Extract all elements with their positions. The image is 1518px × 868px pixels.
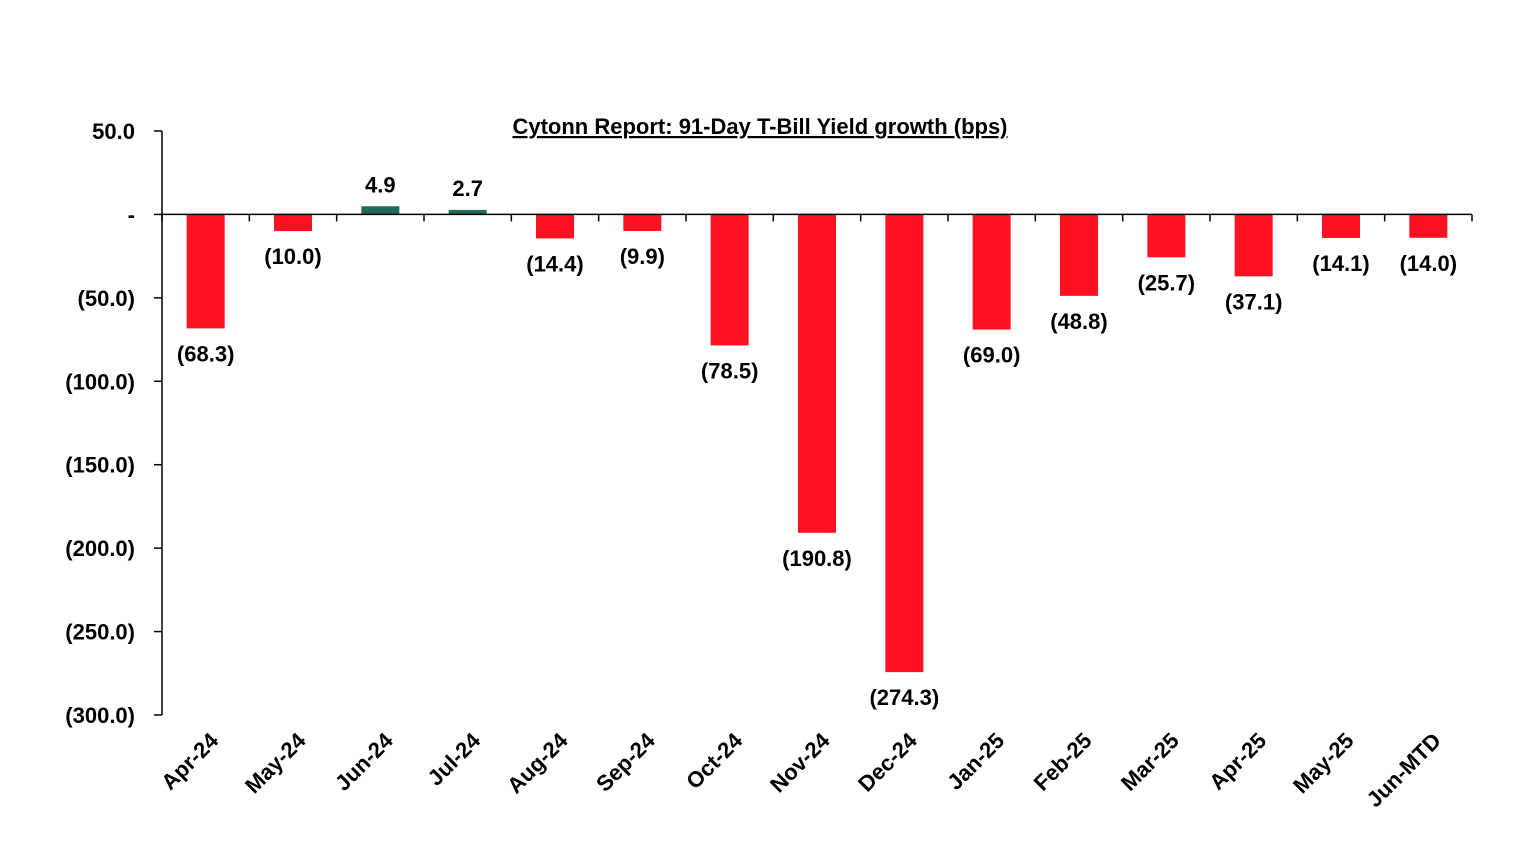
x-tick-label: May-25 bbox=[1288, 728, 1358, 798]
bar bbox=[972, 214, 1011, 330]
x-tick-label: Apr-24 bbox=[156, 727, 223, 794]
x-tick-label: Jan-25 bbox=[942, 728, 1009, 795]
y-tick-label: (100.0) bbox=[65, 369, 135, 394]
y-tick-label: - bbox=[128, 202, 135, 227]
bar bbox=[1409, 214, 1448, 238]
x-tick-label: Apr-25 bbox=[1204, 728, 1271, 795]
data-label: (190.8) bbox=[782, 546, 852, 571]
x-tick-label: Nov-24 bbox=[765, 727, 835, 797]
bar bbox=[186, 214, 225, 329]
data-labels: (68.3) (10.0) 4.9 2.7 (14.4) (9.9) (78.5) (190.… bbox=[177, 172, 1457, 710]
data-label: (274.3) bbox=[869, 685, 939, 710]
y-tick-label: (200.0) bbox=[65, 536, 135, 561]
y-tick-label: (250.0) bbox=[65, 620, 135, 645]
data-label: 2.7 bbox=[452, 176, 483, 201]
bars bbox=[186, 206, 1448, 673]
data-label: (48.8) bbox=[1050, 309, 1107, 334]
x-tick-label: May-24 bbox=[240, 727, 311, 798]
x-tick-label: Sep-24 bbox=[591, 727, 660, 796]
bar bbox=[1147, 214, 1186, 258]
bar bbox=[710, 214, 749, 346]
data-label: (9.9) bbox=[620, 244, 665, 269]
bar bbox=[448, 209, 487, 215]
bar bbox=[1060, 214, 1098, 296]
y-tick-label: (150.0) bbox=[65, 453, 135, 478]
bar bbox=[623, 214, 662, 231]
data-label: (14.1) bbox=[1312, 251, 1369, 276]
bar bbox=[536, 214, 574, 239]
bar bbox=[1234, 214, 1273, 277]
data-label: (37.1) bbox=[1225, 289, 1282, 314]
bar bbox=[361, 206, 400, 215]
bar bbox=[798, 214, 836, 533]
data-label: (10.0) bbox=[264, 244, 321, 269]
y-tick-label: 50.0 bbox=[92, 119, 135, 144]
data-label: (14.4) bbox=[526, 251, 583, 276]
x-tick-label: Aug-24 bbox=[502, 727, 573, 798]
y-axis: 50.0 - (50.0) (100.0) (150.0) (200.0) (250.0) (… bbox=[65, 119, 163, 728]
x-axis bbox=[161, 213, 1473, 222]
chart-title: Cytonn Report: 91-Day T-Bill Yield growt… bbox=[512, 114, 1007, 139]
y-tick-label: (300.0) bbox=[65, 703, 135, 728]
x-tick-label: Dec-24 bbox=[853, 727, 922, 796]
bar bbox=[274, 214, 312, 232]
category-labels: Apr-24 May-24 Jun-24 Jul-24 Aug-24 Sep-24 Oct-… bbox=[156, 727, 1446, 812]
data-label: (68.3) bbox=[177, 341, 234, 366]
data-label: (25.7) bbox=[1138, 270, 1195, 295]
x-tick-label: Jul-24 bbox=[423, 727, 486, 790]
bar bbox=[1322, 214, 1360, 238]
x-tick-label: Mar-25 bbox=[1116, 728, 1184, 796]
x-tick-label: Oct-24 bbox=[681, 727, 748, 794]
data-label: (14.0) bbox=[1400, 251, 1457, 276]
data-label: 4.9 bbox=[365, 172, 396, 197]
x-tick-label: Feb-25 bbox=[1029, 728, 1097, 796]
x-tick-label: Jun-MTD bbox=[1362, 728, 1446, 812]
data-label: (78.5) bbox=[701, 358, 758, 383]
x-tick-label: Jun-24 bbox=[330, 727, 398, 795]
y-tick-label: (50.0) bbox=[78, 286, 135, 311]
data-label: (69.0) bbox=[963, 343, 1020, 368]
bar bbox=[885, 214, 924, 673]
